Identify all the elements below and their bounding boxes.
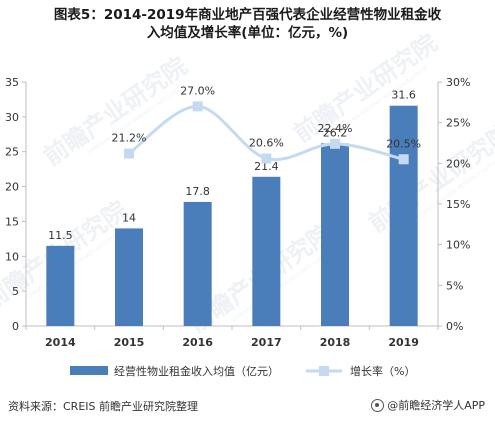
legend-label-bar: 经营性物业租金收入均值（亿元） [114, 364, 279, 378]
x-tick-label: 2014 [45, 336, 76, 349]
bar [321, 143, 349, 326]
growth-rate-data-label: 27.0% [180, 84, 215, 97]
y-left-tick-label: 5 [12, 285, 19, 298]
growth-rate-data-label: 20.5% [386, 137, 421, 150]
bar-data-label: 31.6 [391, 89, 416, 102]
y-right-tick-label: 15% [446, 198, 470, 211]
x-tick-label: 2017 [251, 336, 282, 349]
y-left-tick-label: 0 [12, 320, 19, 333]
source-note: 资料来源：CREIS 前瞻产业研究院整理 [8, 400, 198, 413]
y-right-tick-label: 20% [446, 157, 470, 170]
chart-title: 图表5：2014-2019年商业地产百强代表企业经营性物业租金收 入均值及增长率… [0, 6, 495, 42]
growth-rate-point [261, 153, 272, 164]
bar [46, 245, 75, 326]
legend-swatch-bar [70, 366, 108, 375]
bar-data-label: 14 [122, 211, 136, 224]
growth-rate-point [330, 138, 340, 149]
y-left-tick-label: 10 [5, 250, 19, 263]
bar [389, 105, 418, 327]
bar-data-label: 17.8 [185, 185, 210, 198]
bar [252, 176, 281, 326]
x-tick-label: 2016 [182, 336, 213, 349]
bar-data-label: 11.5 [48, 229, 73, 242]
y-left-tick-label: 20 [5, 181, 19, 194]
y-right-tick-label: 10% [446, 239, 470, 252]
growth-rate-point [124, 148, 134, 159]
chart-title-line2: 入均值及增长率(单位：亿元，%) [146, 25, 349, 41]
brand-text: @前瞻经济学人APP [387, 399, 485, 412]
bar-data-label: 26.2 [323, 126, 348, 139]
growth-rate-point [192, 101, 203, 112]
brand-credit: @前瞻经济学人APP [371, 397, 485, 413]
growth-rate-data-label: 22.4% [318, 122, 353, 135]
bar [115, 228, 143, 326]
y-left-tick-label: 15 [5, 215, 19, 228]
watermark-text: 前瞻产业研究院 [39, 52, 193, 171]
x-tick-label: 2018 [320, 336, 351, 349]
y-right-tick-label: 5% [446, 279, 463, 292]
watermark-text: 前瞻产业研究院 [289, 29, 443, 148]
x-tick-label: 2015 [114, 336, 145, 349]
y-right-tick-label: 30% [446, 76, 470, 89]
legend-label-line: 增长率（%） [350, 364, 415, 378]
legend-swatch-marker [319, 366, 329, 376]
y-left-tick-label: 25 [5, 146, 19, 159]
growth-rate-data-label: 20.6% [249, 136, 284, 149]
growth-rate-point [398, 154, 409, 165]
chart-title-line1: 图表5：2014-2019年商业地产百强代表企业经营性物业租金收 [53, 7, 442, 23]
y-right-tick-label: 25% [446, 117, 470, 130]
bar [183, 201, 212, 326]
x-tick-label: 2019 [388, 336, 419, 349]
y-left-tick-label: 30 [5, 111, 19, 124]
y-left-tick-label: 35 [5, 76, 19, 89]
y-right-tick-label: 0% [446, 320, 463, 333]
growth-rate-data-label: 21.2% [112, 132, 147, 145]
brand-logo-icon [371, 398, 385, 412]
bar-data-label: 21.4 [254, 160, 279, 173]
